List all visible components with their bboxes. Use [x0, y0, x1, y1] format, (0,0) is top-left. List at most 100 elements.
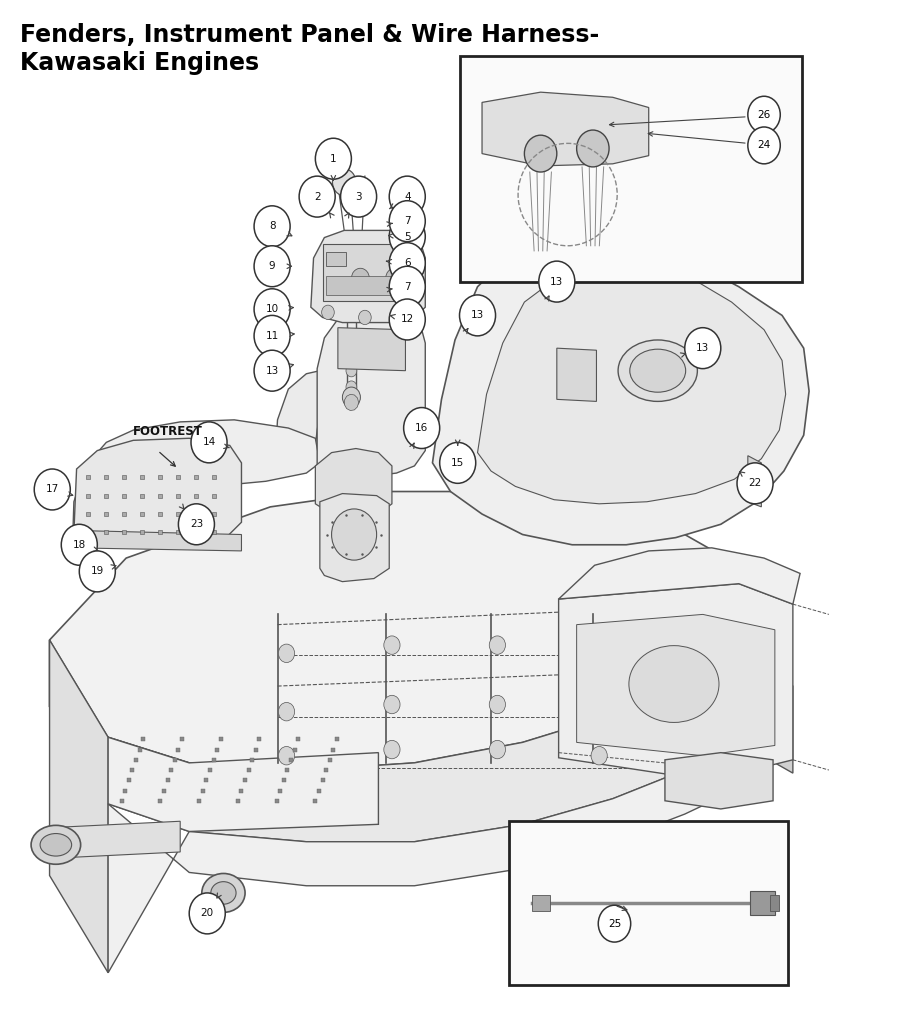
- Text: 10: 10: [266, 304, 278, 314]
- Polygon shape: [50, 655, 739, 842]
- Circle shape: [254, 206, 290, 247]
- Text: 5: 5: [404, 231, 411, 242]
- Text: 13: 13: [266, 366, 278, 376]
- Circle shape: [359, 310, 371, 325]
- Circle shape: [577, 130, 609, 167]
- Ellipse shape: [618, 340, 697, 401]
- Bar: [750, 891, 775, 915]
- Polygon shape: [478, 264, 786, 504]
- Polygon shape: [557, 348, 596, 401]
- Circle shape: [332, 169, 356, 196]
- Circle shape: [591, 702, 607, 721]
- Ellipse shape: [629, 646, 719, 723]
- Ellipse shape: [630, 349, 686, 392]
- Text: 11: 11: [266, 331, 278, 341]
- Circle shape: [489, 740, 505, 759]
- Circle shape: [748, 127, 780, 164]
- Circle shape: [386, 268, 404, 289]
- Polygon shape: [559, 584, 793, 776]
- Polygon shape: [315, 449, 392, 517]
- Polygon shape: [665, 753, 773, 809]
- Circle shape: [384, 636, 400, 654]
- Bar: [509, 821, 788, 985]
- Circle shape: [685, 328, 721, 369]
- Circle shape: [322, 305, 334, 319]
- Circle shape: [254, 289, 290, 330]
- Text: Fenders, Instrument Panel & Wire Harness-: Fenders, Instrument Panel & Wire Harness…: [20, 23, 599, 46]
- Circle shape: [668, 726, 684, 744]
- Circle shape: [404, 408, 440, 449]
- Text: 13: 13: [471, 310, 484, 321]
- Polygon shape: [50, 640, 108, 804]
- Circle shape: [460, 295, 496, 336]
- Circle shape: [489, 695, 505, 714]
- Circle shape: [34, 469, 70, 510]
- Text: 26: 26: [758, 110, 770, 120]
- Polygon shape: [344, 394, 359, 411]
- Circle shape: [299, 176, 335, 217]
- Text: 6: 6: [404, 258, 411, 268]
- Polygon shape: [317, 299, 425, 476]
- Text: 20: 20: [201, 908, 214, 919]
- Circle shape: [748, 96, 780, 133]
- Text: FOOTREST: FOOTREST: [133, 425, 204, 438]
- Polygon shape: [74, 530, 241, 551]
- Circle shape: [346, 330, 357, 342]
- Polygon shape: [432, 238, 809, 545]
- Text: 7: 7: [404, 282, 411, 292]
- Circle shape: [346, 347, 357, 359]
- Polygon shape: [56, 821, 180, 858]
- Polygon shape: [50, 640, 108, 973]
- Text: 13: 13: [696, 343, 709, 353]
- Circle shape: [489, 636, 505, 654]
- Polygon shape: [338, 328, 405, 371]
- Circle shape: [440, 442, 476, 483]
- Circle shape: [389, 243, 425, 284]
- Text: 7: 7: [404, 216, 411, 226]
- Polygon shape: [72, 420, 320, 558]
- Circle shape: [346, 381, 357, 393]
- Text: 15: 15: [451, 458, 464, 468]
- Polygon shape: [275, 371, 323, 466]
- Text: 19: 19: [91, 566, 104, 577]
- Text: 23: 23: [190, 519, 203, 529]
- Text: Kawasaki Engines: Kawasaki Engines: [20, 51, 259, 75]
- Text: 25: 25: [608, 919, 621, 929]
- Text: 1: 1: [330, 154, 337, 164]
- Polygon shape: [559, 548, 800, 604]
- Circle shape: [254, 350, 290, 391]
- Circle shape: [389, 176, 425, 217]
- Text: 2: 2: [314, 191, 321, 202]
- Polygon shape: [311, 230, 425, 323]
- Polygon shape: [739, 655, 793, 773]
- Circle shape: [389, 201, 425, 242]
- Polygon shape: [50, 492, 739, 770]
- Circle shape: [346, 365, 357, 377]
- Circle shape: [341, 176, 377, 217]
- Text: 9: 9: [268, 261, 276, 271]
- Circle shape: [591, 746, 607, 765]
- Circle shape: [342, 387, 360, 408]
- Circle shape: [668, 665, 684, 683]
- Circle shape: [598, 905, 631, 942]
- Circle shape: [254, 246, 290, 287]
- Circle shape: [389, 299, 425, 340]
- Polygon shape: [320, 494, 389, 582]
- Polygon shape: [108, 737, 378, 831]
- Text: 24: 24: [758, 140, 770, 151]
- Ellipse shape: [202, 873, 245, 912]
- Circle shape: [591, 644, 607, 663]
- Circle shape: [389, 216, 425, 257]
- Circle shape: [332, 509, 377, 560]
- Text: 17: 17: [46, 484, 59, 495]
- Circle shape: [737, 463, 773, 504]
- Circle shape: [699, 708, 715, 726]
- Circle shape: [389, 266, 425, 307]
- Polygon shape: [326, 276, 405, 295]
- Text: 22: 22: [749, 478, 761, 488]
- Polygon shape: [108, 742, 739, 973]
- Circle shape: [699, 648, 715, 667]
- Circle shape: [315, 138, 351, 179]
- Polygon shape: [323, 244, 416, 301]
- Circle shape: [524, 135, 557, 172]
